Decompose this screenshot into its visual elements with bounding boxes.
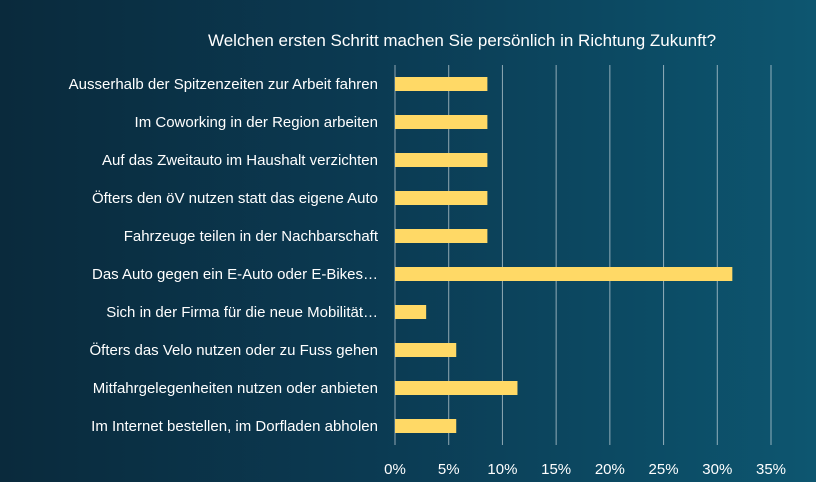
chart-title: Welchen ersten Schritt machen Sie persön…: [208, 31, 716, 50]
bars: [395, 77, 733, 433]
x-axis-ticks: 0% 5% 10% 15% 20% 25% 30% 35%: [384, 461, 786, 478]
bar: [395, 115, 488, 129]
x-tick-label: 10%: [487, 461, 517, 478]
x-tick-label: 5%: [438, 461, 460, 478]
x-tick-label: 20%: [595, 461, 625, 478]
category-label: Ausserhalb der Spitzenzeiten zur Arbeit …: [69, 76, 378, 93]
bar: [395, 381, 518, 395]
x-tick-label: 30%: [702, 461, 732, 478]
category-label: Mitfahrgelegenheiten nutzen oder anbiete…: [93, 380, 378, 397]
x-tick-label: 35%: [756, 461, 786, 478]
bar: [395, 343, 457, 357]
category-label: Fahrzeuge teilen in der Nachbarschaft: [124, 228, 379, 245]
bar: [395, 191, 488, 205]
category-label: Auf das Zweitauto im Haushalt verzichten: [102, 152, 378, 169]
category-label: Öfters den öV nutzen statt das eigene Au…: [92, 189, 378, 207]
bar: [395, 77, 488, 91]
bar: [395, 229, 488, 243]
bar: [395, 305, 427, 319]
category-label: Im Coworking in der Region arbeiten: [135, 114, 378, 131]
x-tick-label: 15%: [541, 461, 571, 478]
bar: [395, 267, 733, 281]
category-label: Das Auto gegen ein E-Auto oder E-Bikes…: [92, 266, 378, 283]
bar: [395, 153, 488, 167]
x-tick-label: 0%: [384, 461, 406, 478]
x-tick-label: 25%: [649, 461, 679, 478]
bar: [395, 419, 457, 433]
category-labels: Ausserhalb der Spitzenzeiten zur Arbeit …: [69, 76, 379, 435]
category-label: Sich in der Firma für die neue Mobilität…: [106, 304, 378, 321]
category-label: Im Internet bestellen, im Dorfladen abho…: [91, 418, 378, 435]
category-label: Öfters das Velo nutzen oder zu Fuss gehe…: [89, 341, 378, 359]
